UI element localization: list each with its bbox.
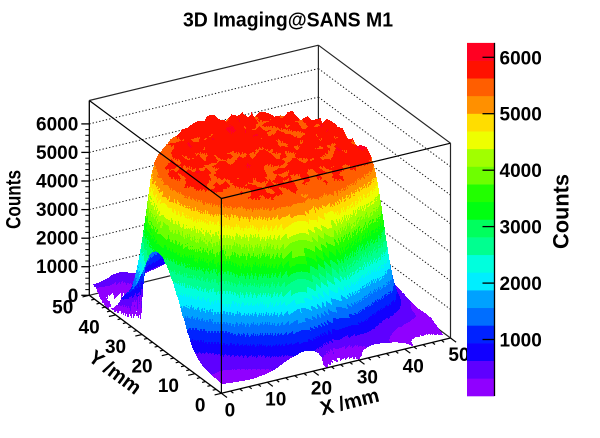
- svg-text:3000: 3000: [36, 200, 78, 221]
- svg-text:10: 10: [265, 389, 286, 410]
- svg-text:0: 0: [225, 401, 236, 422]
- svg-text:5000: 5000: [500, 105, 542, 126]
- svg-text:30: 30: [357, 367, 378, 388]
- svg-text:40: 40: [79, 317, 100, 338]
- svg-text:6000: 6000: [36, 114, 78, 135]
- svg-text:Counts: Counts: [3, 170, 26, 229]
- svg-text:50: 50: [448, 345, 469, 366]
- svg-text:1000: 1000: [36, 257, 78, 278]
- svg-text:3000: 3000: [500, 218, 542, 239]
- svg-text:20: 20: [311, 378, 332, 399]
- svg-text:3D Imaging@SANS M1: 3D Imaging@SANS M1: [183, 9, 393, 32]
- svg-text:40: 40: [403, 356, 424, 377]
- svg-text:50: 50: [52, 298, 73, 319]
- svg-text:6000: 6000: [500, 48, 542, 69]
- svg-text:4000: 4000: [36, 172, 78, 193]
- svg-text:2000: 2000: [500, 274, 542, 295]
- svg-text:30: 30: [105, 337, 126, 358]
- svg-text:2000: 2000: [36, 229, 78, 250]
- svg-text:20: 20: [131, 357, 152, 378]
- svg-text:4000: 4000: [500, 161, 542, 182]
- svg-text:Counts: Counts: [548, 174, 573, 249]
- svg-text:0: 0: [68, 286, 79, 307]
- svg-text:10: 10: [158, 376, 179, 397]
- svg-text:1000: 1000: [500, 331, 542, 352]
- svg-text:0: 0: [195, 396, 206, 417]
- svg-text:5000: 5000: [36, 143, 78, 164]
